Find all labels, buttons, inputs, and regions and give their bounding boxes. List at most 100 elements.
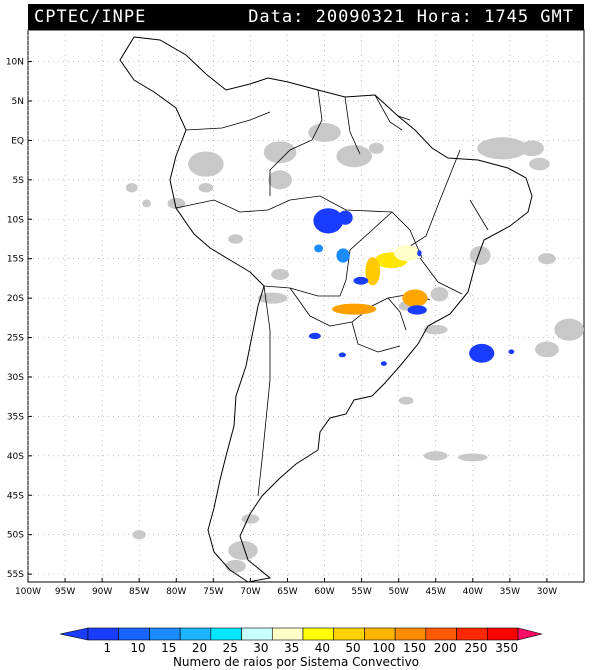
cloud-patch <box>268 170 292 190</box>
convective-system <box>338 352 347 358</box>
colorbar-swatch <box>179 627 212 641</box>
convective-system <box>313 208 344 234</box>
colorbar-label: 50 <box>345 641 360 655</box>
latitude-labels: 10N 5N EQ 5S 10S 15S 20S 25S 30S 35S 40S 45S 50S 55S <box>6 58 32 580</box>
cloud-patch <box>457 453 488 462</box>
source-title: CPTEC/INPE <box>34 7 147 27</box>
lat-label: EQ <box>11 136 24 146</box>
cloud-patch <box>308 123 341 142</box>
lat-label: 40S <box>7 452 24 462</box>
colorbar-swatch <box>425 627 457 641</box>
colorbar-swatch <box>118 627 150 641</box>
cloud-patch <box>423 324 448 335</box>
cloud-patch <box>241 514 260 524</box>
colorbar-swatch <box>456 627 488 641</box>
lat-label: 5N <box>12 97 24 107</box>
cloud-patch <box>423 451 448 461</box>
colorbar-swatch <box>210 627 242 641</box>
cloud-patch <box>477 137 528 160</box>
lat-label: 10N <box>6 58 24 68</box>
colorbar-label: 150 <box>403 641 426 655</box>
cloud-patch <box>398 396 414 405</box>
colorbar-swatch <box>333 627 365 641</box>
colorbar-label: 250 <box>464 641 487 655</box>
cloud-patch <box>520 140 544 157</box>
lon-label: 30W <box>537 587 557 597</box>
colorbar-swatch <box>271 627 304 641</box>
cloud-patch <box>554 318 584 341</box>
country-borders <box>175 89 489 497</box>
colorbar-swatch <box>241 627 273 641</box>
convective-system <box>331 303 377 315</box>
colorbar-label: 30 <box>253 641 268 655</box>
map-frame <box>27 29 585 583</box>
lon-label: 80W <box>166 587 186 597</box>
lon-label: 100W <box>15 587 41 597</box>
convective-system <box>407 305 427 315</box>
colorbar-label: 15 <box>161 641 176 655</box>
convective-system <box>380 361 387 366</box>
colorbar-label: 1 <box>104 641 112 655</box>
lon-label: 95W <box>55 587 75 597</box>
cloud-patch <box>538 253 556 265</box>
lat-label: 5S <box>13 176 25 186</box>
colorbar: 1 10 15 20 25 30 35 40 50 100 150 200 250 350 <box>59 627 543 655</box>
lon-label: 40W <box>463 587 483 597</box>
convective-system <box>417 250 422 257</box>
colorbar-swatch <box>486 627 519 641</box>
lon-label: 70W <box>240 587 260 597</box>
cloud-patch <box>228 540 258 560</box>
colorbar-caption: Numero de raios por Sistema Convectivo <box>173 655 419 669</box>
convective-system <box>469 343 495 363</box>
lon-label: 45W <box>426 587 446 597</box>
colorbar-swatch <box>87 627 120 641</box>
convective-system <box>308 332 321 340</box>
lat-label: 15S <box>7 255 24 265</box>
datetime-title: Data: 20090321 Hora: 1745 GMT <box>248 7 574 27</box>
colorbar-arrow-left <box>59 627 89 641</box>
colorbar-label: 25 <box>223 641 238 655</box>
lat-label: 35S <box>7 412 24 422</box>
colorbar-label: 20 <box>192 641 207 655</box>
cloud-patch <box>142 199 152 208</box>
convective-system <box>508 349 515 355</box>
colorbar-swatch <box>149 627 181 641</box>
cloud-patch <box>125 182 138 193</box>
convective-system <box>336 248 350 263</box>
lon-label: 75W <box>203 587 223 597</box>
lon-label: 35W <box>500 587 520 597</box>
colorbar-label: 10 <box>130 641 145 655</box>
lat-label: 20S <box>7 294 24 304</box>
cloud-patch <box>336 145 372 168</box>
cloud-patch <box>369 142 384 154</box>
colorbar-label: 350 <box>495 641 518 655</box>
lat-label: 45S <box>7 491 24 501</box>
lat-label: 30S <box>7 373 24 383</box>
convective-system <box>365 257 381 286</box>
convective-system <box>353 276 369 285</box>
convective-system <box>402 289 428 307</box>
colorbar-swatch <box>302 627 335 641</box>
cloud-patch <box>469 246 491 265</box>
cloud-patch <box>132 529 146 540</box>
south-america-coastline <box>119 36 533 583</box>
colorbar-swatch <box>364 627 396 641</box>
cloud-patch <box>167 197 186 210</box>
convective-systems <box>308 208 515 366</box>
colorbar-label: 35 <box>284 641 299 655</box>
colorbar-label: 100 <box>372 641 395 655</box>
cloud-patch <box>535 341 559 358</box>
lat-label: 10S <box>7 215 24 225</box>
cloud-patch <box>263 141 297 164</box>
lat-label: 55S <box>7 570 24 580</box>
cloud-patch <box>430 287 449 302</box>
cloud-patch <box>228 234 243 244</box>
cloud-patch <box>188 151 224 177</box>
colorbar-label: 200 <box>434 641 457 655</box>
lon-label: 55W <box>351 587 371 597</box>
lon-label: 50W <box>388 587 408 597</box>
colorbar-arrow-right <box>517 627 543 641</box>
cloud-patch <box>198 182 214 193</box>
map-header: CPTEC/INPE Data: 20090321 Hora: 1745 GMT <box>28 4 584 30</box>
